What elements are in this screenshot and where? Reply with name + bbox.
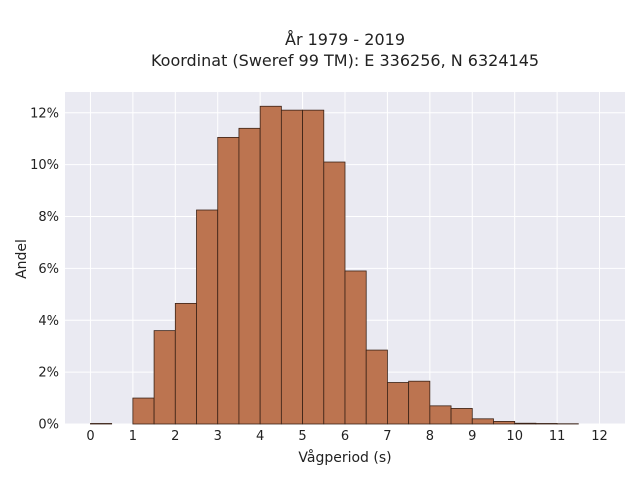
x-tick-label: 2 [171,429,179,444]
histogram-bar [217,136,240,425]
y-tick-label: 2% [38,366,59,381]
histogram-bar [153,330,176,425]
histogram-bar [493,421,516,425]
x-tick-label: 9 [468,429,476,444]
x-tick-label: 6 [341,429,349,444]
y-tick-label: 10% [30,158,59,173]
histogram-bar [280,109,303,425]
histogram-bar [90,423,113,425]
y-tick-label: 4% [38,314,59,329]
histogram-bar [238,127,261,425]
histogram-bar [323,161,346,425]
x-tick-label: 12 [591,429,608,444]
x-tick-label: 4 [256,429,264,444]
x-tick-label: 11 [549,429,566,444]
histogram-bar [514,422,537,425]
histogram-bar [174,302,197,425]
histogram-bar [365,349,388,425]
x-tick-label: 5 [298,429,306,444]
chart-title: År 1979 - 2019 [285,30,405,49]
bars-group [90,105,579,425]
histogram-bar [196,209,219,425]
y-tick-label: 12% [30,106,59,121]
histogram-bar [302,109,325,425]
histogram-bar [344,270,367,425]
x-tick-label: 7 [383,429,391,444]
x-tick-label: 8 [426,429,434,444]
y-tick-label: 6% [38,262,59,277]
y-tick-label: 0% [38,418,59,433]
histogram-bar [132,397,155,425]
y-tick-label: 8% [38,210,59,225]
x-tick-label: 10 [506,429,523,444]
x-tick-label: 1 [129,429,137,444]
histogram-bar [259,105,282,425]
y-tick-labels: 0% 2% 4% 6% 8% 10% 12% [30,106,59,432]
x-tick-label: 0 [86,429,94,444]
histogram-bar [450,408,473,425]
histogram-bar [429,405,452,425]
x-tick-label: 3 [214,429,222,444]
histogram-bar [535,423,558,425]
histogram-bar [408,380,431,425]
y-axis-label: Andel [14,239,30,279]
x-tick-labels: 0 1 2 3 4 5 6 7 8 9 10 11 12 [86,429,608,444]
chart-subtitle: Koordinat (Sweref 99 TM): E 336256, N 63… [151,51,539,70]
histogram-bar [471,418,494,425]
histogram-bar [387,382,410,425]
x-axis-label: Vågperiod (s) [298,449,391,466]
